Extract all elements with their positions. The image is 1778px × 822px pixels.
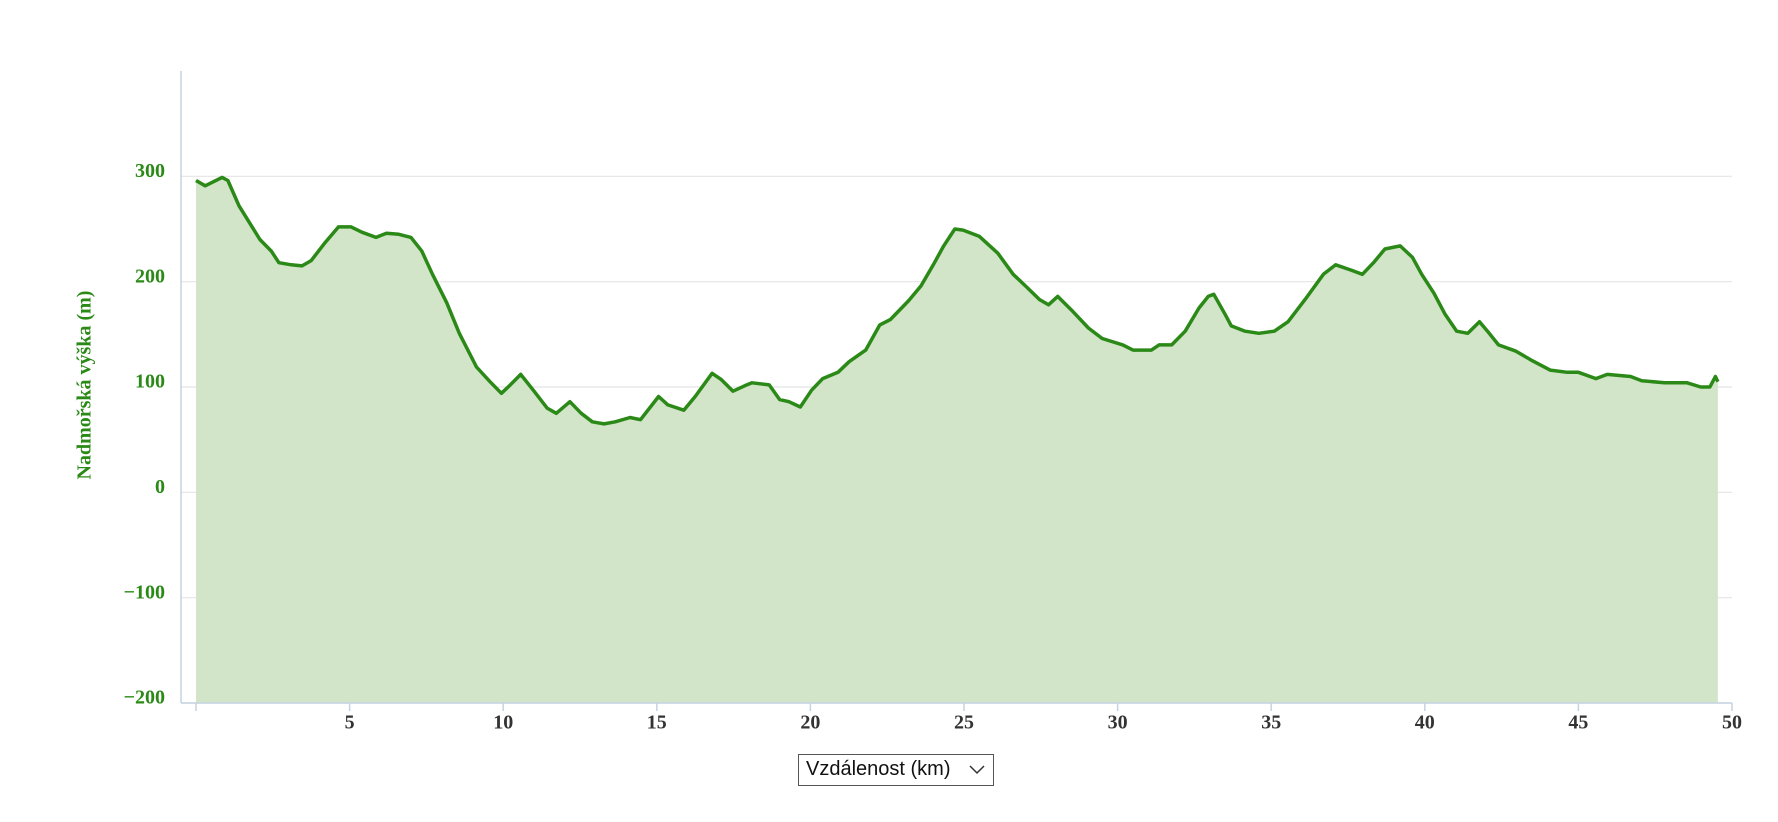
y-tick-label: −100: [124, 581, 165, 603]
y-axis-label: Nadmořská výška (m): [74, 291, 96, 480]
x-tick-label: 35: [1261, 712, 1281, 734]
x-tick-label: 30: [1108, 712, 1128, 734]
y-tick-label: 200: [135, 265, 165, 287]
x-tick-label: 40: [1415, 712, 1435, 734]
y-tick-label: −200: [124, 687, 165, 709]
x-axis-label: Vzdálenost (km): [806, 758, 951, 780]
x-tick-label: 15: [647, 712, 667, 734]
y-tick-label: 300: [135, 160, 165, 182]
x-tick-label: 50: [1722, 712, 1742, 734]
area-fill: [196, 177, 1718, 703]
x-axis-select[interactable]: Vzdálenost (km): [798, 754, 994, 786]
y-tick-label: 100: [135, 371, 165, 393]
y-tick-label: 0: [155, 476, 165, 498]
x-tick-label: 20: [800, 712, 820, 734]
dropdown-arrow: [969, 765, 985, 775]
area-line: [195, 175, 1720, 426]
x-tick-label: 10: [493, 712, 513, 734]
x-tick-label: 45: [1568, 712, 1588, 734]
x-tick-label: 5: [345, 712, 355, 734]
x-tick-label: 25: [954, 712, 974, 734]
